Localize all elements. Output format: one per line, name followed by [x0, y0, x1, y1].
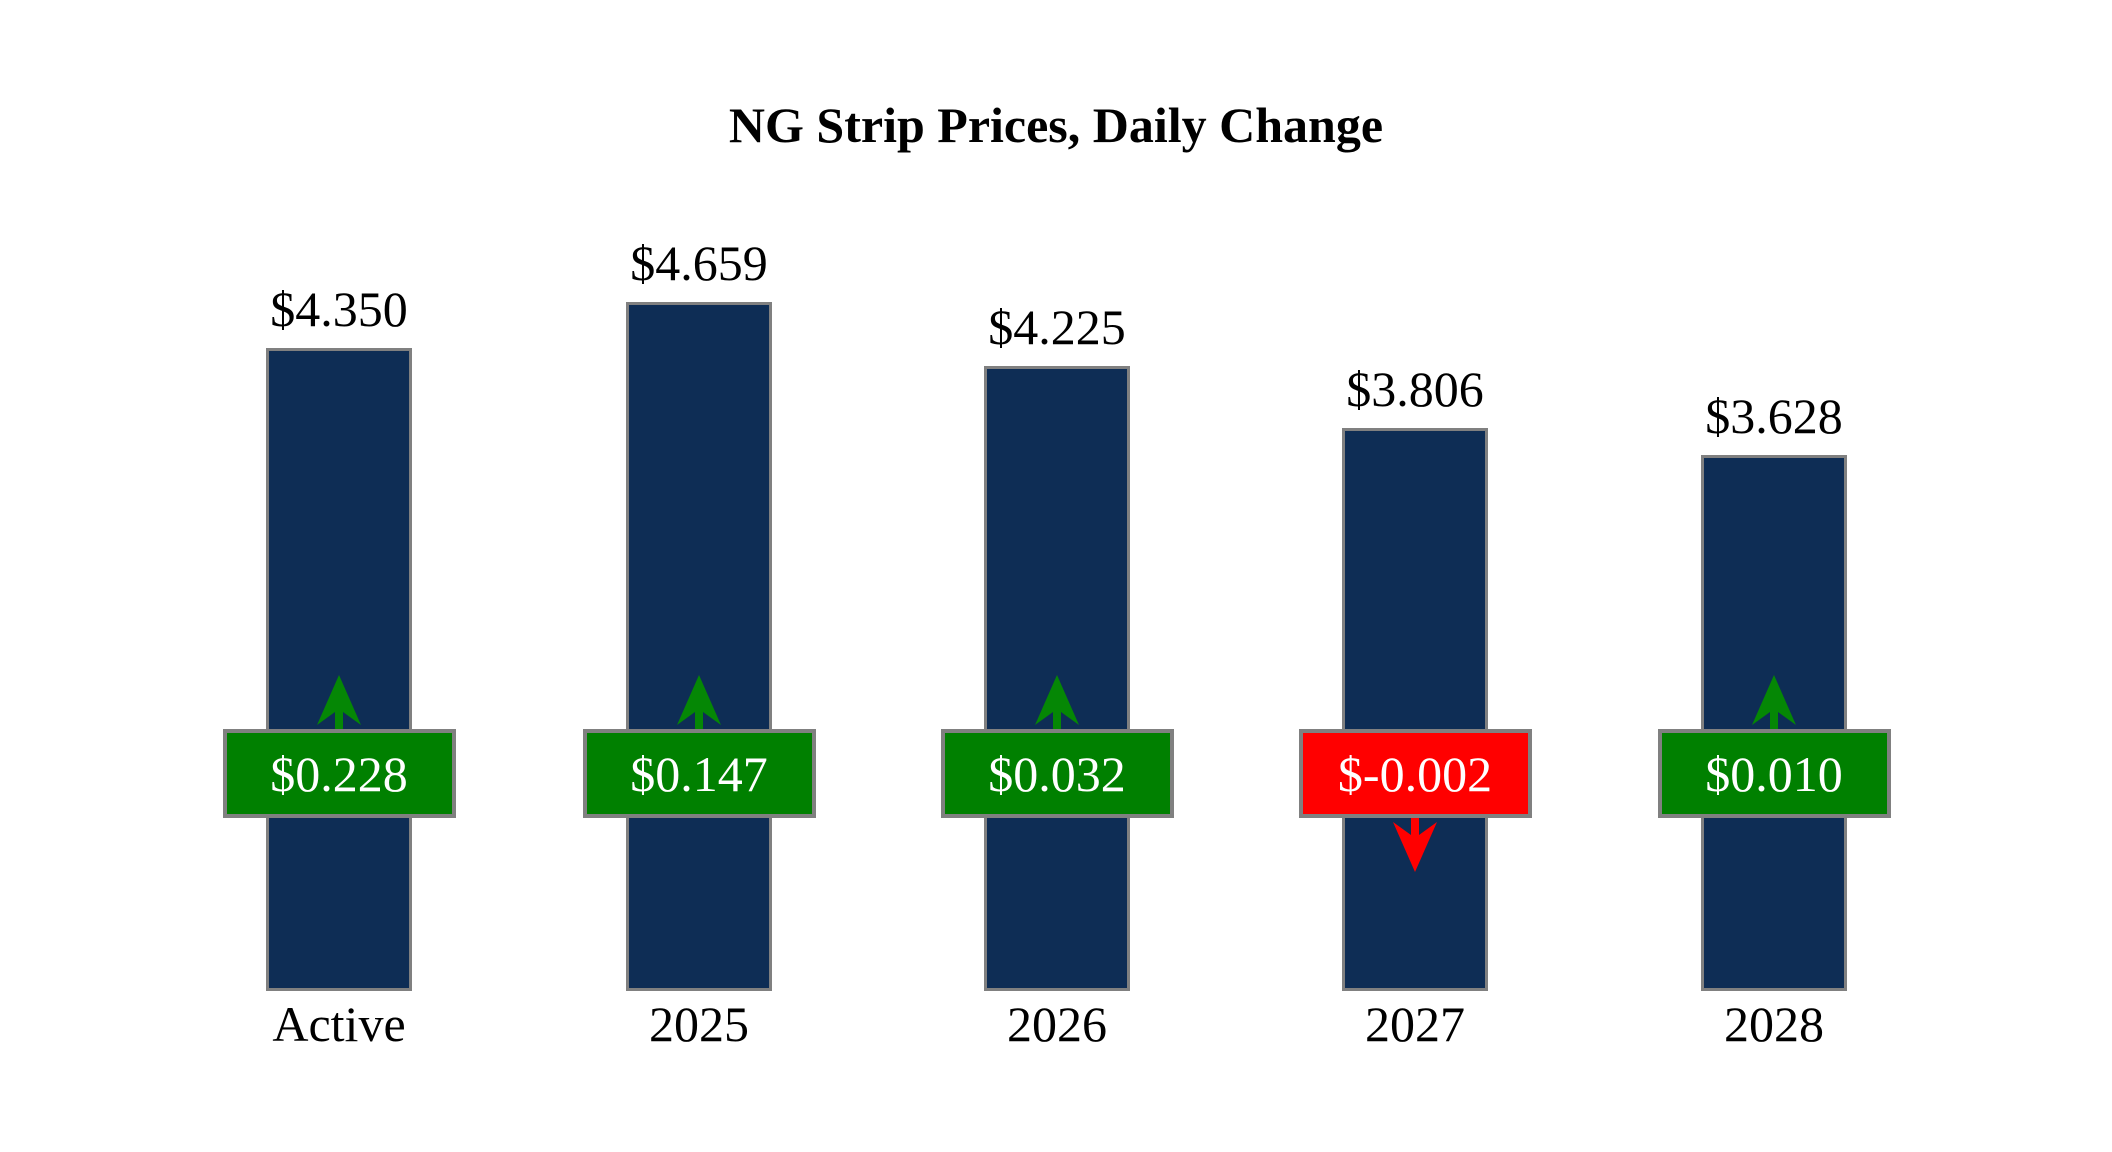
up-arrow-icon: [317, 675, 361, 729]
category-label: 2027: [1365, 996, 1465, 1052]
up-arrow-icon: [1752, 675, 1796, 729]
change-box: $0.032: [940, 729, 1174, 818]
change-value: $0.032: [988, 745, 1126, 802]
change-value: $0.010: [1705, 745, 1843, 802]
bar-2025: [626, 302, 772, 991]
price-label: $4.350: [270, 281, 408, 337]
down-arrow-icon: [1393, 818, 1437, 872]
price-label: $4.659: [630, 235, 768, 291]
change-value: $0.147: [630, 745, 768, 802]
change-value: $-0.002: [1337, 745, 1493, 802]
change-box: $0.147: [582, 729, 816, 818]
change-value: $0.228: [270, 745, 408, 802]
category-label: 2026: [1007, 996, 1107, 1052]
price-label: $4.225: [988, 299, 1126, 355]
category-label: 2028: [1724, 996, 1824, 1052]
category-label: 2025: [649, 996, 749, 1052]
chart-title: NG Strip Prices, Daily Change: [728, 97, 1384, 153]
change-box: $0.228: [222, 729, 456, 818]
up-arrow-icon: [1035, 675, 1079, 729]
category-label: Active: [272, 996, 406, 1052]
bar-2027: [1342, 428, 1488, 991]
price-label: $3.628: [1705, 388, 1843, 444]
change-box: $0.010: [1657, 729, 1891, 818]
up-arrow-icon: [677, 675, 721, 729]
change-box: $-0.002: [1298, 729, 1532, 818]
price-label: $3.806: [1346, 361, 1484, 417]
bar-active: [266, 348, 412, 991]
